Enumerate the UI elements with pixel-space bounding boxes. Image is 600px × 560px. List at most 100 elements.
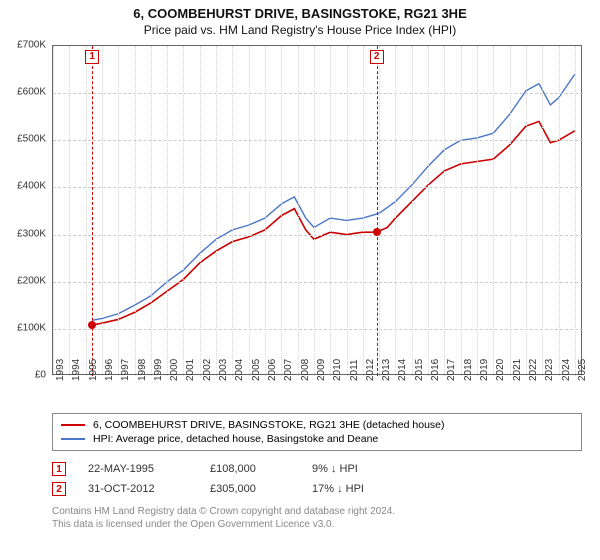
- gridline-v: [412, 46, 413, 376]
- gridline-v: [575, 46, 576, 376]
- x-axis-label: 2022: [528, 359, 539, 381]
- gridline-h: [53, 93, 583, 94]
- sale-row: 122-MAY-1995£108,0009% ↓ HPI: [52, 459, 600, 479]
- y-axis-label: £0: [35, 370, 46, 381]
- x-axis-label: 2000: [169, 359, 180, 381]
- footer-line-2: This data is licensed under the Open Gov…: [52, 518, 600, 531]
- sale-row-date: 31-OCT-2012: [88, 483, 188, 495]
- gridline-v: [428, 46, 429, 376]
- legend-label: 6, COOMBEHURST DRIVE, BASINGSTOKE, RG21 …: [93, 419, 445, 431]
- x-axis-label: 2024: [561, 359, 572, 381]
- gridline-v: [379, 46, 380, 376]
- series-line-price_paid: [92, 121, 575, 325]
- gridline-v: [395, 46, 396, 376]
- gridline-v: [281, 46, 282, 376]
- x-axis-label: 2008: [300, 359, 311, 381]
- y-axis-label: £600K: [17, 87, 46, 98]
- sale-marker-badge: 1: [85, 50, 99, 64]
- x-axis-label: 2023: [544, 359, 555, 381]
- gridline-v: [249, 46, 250, 376]
- gridline-h: [53, 187, 583, 188]
- gridline-v: [183, 46, 184, 376]
- gridline-v: [118, 46, 119, 376]
- x-axis-label: 2003: [218, 359, 229, 381]
- gridline-h: [53, 235, 583, 236]
- gridline-v: [461, 46, 462, 376]
- footer-attribution: Contains HM Land Registry data © Crown c…: [52, 505, 600, 531]
- sale-row: 2 31-OCT-2012 £305,000 17% ↓ HPI: [52, 479, 600, 499]
- gridline-h: [53, 140, 583, 141]
- gridline-v: [363, 46, 364, 376]
- x-axis-label: 2018: [463, 359, 474, 381]
- gridline-v: [167, 46, 168, 376]
- sale-row-diff: 17% ↓ HPI: [312, 483, 402, 495]
- gridline-v: [102, 46, 103, 376]
- x-axis-label: 2013: [381, 359, 392, 381]
- sale-row-price: £108,000: [210, 463, 290, 475]
- x-axis-label: 2011: [349, 359, 360, 381]
- gridline-v: [477, 46, 478, 376]
- x-axis-label: 1994: [71, 359, 82, 381]
- gridline-v: [200, 46, 201, 376]
- gridline-v: [347, 46, 348, 376]
- gridline-v: [232, 46, 233, 376]
- x-axis-label: 2021: [512, 359, 523, 381]
- gridline-h: [53, 329, 583, 330]
- y-axis-label: £700K: [17, 40, 46, 51]
- gridline-v: [526, 46, 527, 376]
- gridline-v: [444, 46, 445, 376]
- x-axis-label: 1998: [137, 359, 148, 381]
- x-axis-label: 2016: [430, 359, 441, 381]
- x-axis-label: 1999: [153, 359, 164, 381]
- x-axis-label: 2025: [577, 359, 588, 381]
- chart-subtitle: Price paid vs. HM Land Registry's House …: [0, 23, 600, 37]
- legend-label: HPI: Average price, detached house, Basi…: [93, 433, 378, 445]
- legend-item: HPI: Average price, detached house, Basi…: [61, 432, 573, 446]
- gridline-v: [53, 46, 54, 376]
- sale-marker-line: [377, 46, 378, 376]
- sale-row-badge: 1: [52, 462, 66, 476]
- legend-item: 6, COOMBEHURST DRIVE, BASINGSTOKE, RG21 …: [61, 418, 573, 432]
- gridline-v: [559, 46, 560, 376]
- x-axis-label: 1997: [120, 359, 131, 381]
- x-axis-label: 2009: [316, 359, 327, 381]
- footer-line-1: Contains HM Land Registry data © Crown c…: [52, 505, 600, 518]
- x-axis-label: 2006: [267, 359, 278, 381]
- chart-title-address: 6, COOMBEHURST DRIVE, BASINGSTOKE, RG21 …: [0, 6, 600, 21]
- x-axis-label: 1993: [55, 359, 66, 381]
- gridline-v: [135, 46, 136, 376]
- legend-swatch: [61, 424, 85, 426]
- gridline-v: [542, 46, 543, 376]
- sale-row-date: 22-MAY-1995: [88, 463, 188, 475]
- gridline-v: [216, 46, 217, 376]
- sale-marker-badge: 2: [370, 50, 384, 64]
- x-axis-label: 2004: [234, 359, 245, 381]
- y-axis-label: £300K: [17, 228, 46, 239]
- gridline-v: [69, 46, 70, 376]
- x-axis-label: 2007: [283, 359, 294, 381]
- y-axis-label: £500K: [17, 134, 46, 145]
- legend-swatch: [61, 438, 85, 440]
- x-axis-label: 2012: [365, 359, 376, 381]
- gridline-v: [314, 46, 315, 376]
- sale-row-price: £305,000: [210, 483, 290, 495]
- x-axis-label: 2019: [479, 359, 490, 381]
- x-axis-label: 2005: [251, 359, 262, 381]
- gridline-v: [330, 46, 331, 376]
- x-axis-label: 2002: [202, 359, 213, 381]
- gridline-h: [53, 282, 583, 283]
- x-axis-label: 1996: [104, 359, 115, 381]
- sale-row-badge: 2: [52, 482, 66, 496]
- x-axis-label: 2017: [446, 359, 457, 381]
- gridline-v: [86, 46, 87, 376]
- x-axis-label: 2014: [397, 359, 408, 381]
- gridline-v: [298, 46, 299, 376]
- x-axis-label: 2001: [185, 359, 196, 381]
- plot-area: 12: [52, 45, 582, 375]
- x-axis-label: 1995: [88, 359, 99, 381]
- legend: 6, COOMBEHURST DRIVE, BASINGSTOKE, RG21 …: [52, 413, 582, 451]
- sale-marker-dot: [373, 228, 381, 236]
- sale-marker-dot: [88, 321, 96, 329]
- sales-table: 122-MAY-1995£108,0009% ↓ HPI231-OCT-2012…: [52, 459, 600, 499]
- series-line-hpi: [92, 74, 575, 320]
